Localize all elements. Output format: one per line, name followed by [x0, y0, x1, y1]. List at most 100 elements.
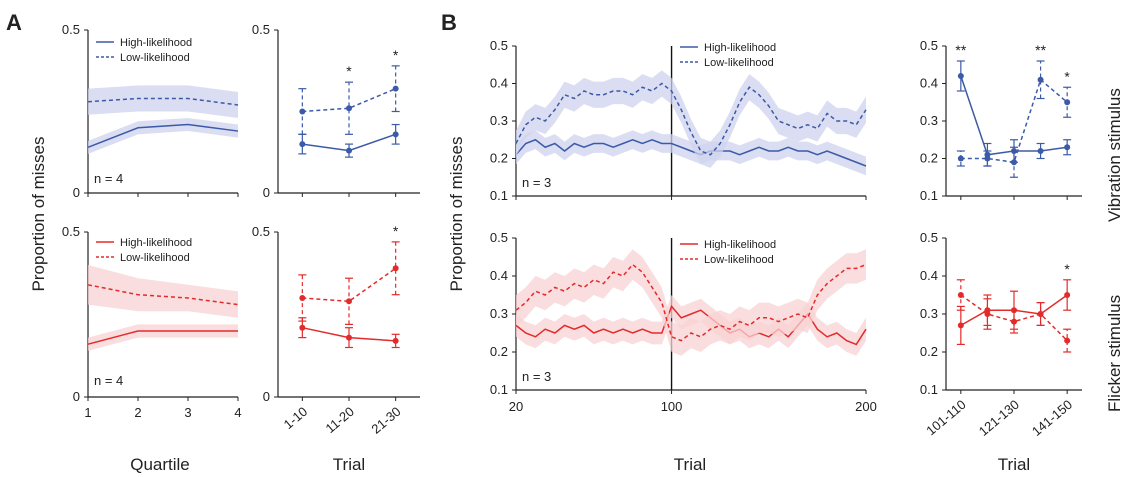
B-flk-after-ytick-label: 0.4 — [920, 268, 938, 283]
B-vib-trial-band-high — [516, 130, 866, 176]
A-vib-trial-line-low — [302, 87, 396, 113]
B-flk-after-point — [957, 322, 964, 329]
B-flk-after-point — [1011, 318, 1017, 325]
A-vib-trial-ytick-label: 0 — [263, 185, 270, 200]
charts-layer: 0 0.5 High-likelihood Low-likelihood n = 4 Pr… — [29, 22, 1082, 474]
B-flk-trial-ytick-label: 0.5 — [490, 230, 508, 245]
A-vib-trial-significance-star: * — [346, 63, 352, 79]
A-vib-trial-point — [346, 105, 352, 112]
B-flk-trial-xtick-label: 200 — [855, 399, 877, 414]
B-vib-after-point — [957, 73, 964, 79]
B-flk-trial-xtick-label: 100 — [661, 399, 683, 414]
A-flk-quartile-x-axis-title: Quartile — [130, 455, 190, 474]
B-vib-trial-line-high — [515, 138, 867, 167]
B-flk-after-ytick-label: 0.5 — [920, 230, 938, 245]
B-vib-after-ytick-label: 0.5 — [920, 38, 938, 53]
B-vib-after-line-low — [960, 78, 1068, 164]
A-flk-quartile-ytick-label: 0 — [73, 389, 80, 404]
B-vib-trial-ytick-label: 0.4 — [490, 76, 508, 91]
A-vib-quartile-ytick-label: 0.5 — [62, 22, 80, 37]
B-vib-trial-y-axis-title: Proportion of misses — [447, 137, 466, 292]
B-vib-after-ytick-label: 0.2 — [920, 151, 938, 166]
A-flk-trial-line-low — [302, 267, 397, 303]
B-vib-after-significance-star: * — [1064, 68, 1070, 84]
A-vib-trial-point — [299, 108, 306, 115]
B-vib-after-point — [1037, 76, 1044, 83]
B-flk-after-point — [984, 311, 991, 317]
side-title-flicker: Flicker stimulus — [1105, 295, 1124, 412]
B-flk-after-xtick-label: 141-150 — [1029, 397, 1075, 439]
B-vib-after-point — [1064, 144, 1071, 151]
B-flk-after-xtick-label: 121-130 — [976, 397, 1022, 439]
A-flk-quartile-xtick-label: 4 — [234, 405, 241, 420]
B-flk-trial-legend-label-high: High-likelihood — [704, 239, 776, 251]
A-vib-quartile-band-high — [88, 118, 238, 154]
panel-letter-a: A — [6, 10, 22, 35]
B-vib-after-significance-star: ** — [955, 42, 966, 58]
B-flk-trial-ytick-label: 0.2 — [490, 344, 508, 359]
B-vib-trial-line-low — [515, 82, 867, 156]
B-vib-after-point — [984, 155, 991, 162]
A-flk-quartile-n-label: n = 4 — [94, 373, 123, 388]
A-vib-quartile-band-low — [88, 85, 238, 119]
B-flk-trial-ytick-label: 0.1 — [490, 382, 508, 397]
B-flk-after-point — [1037, 311, 1044, 317]
A-flk-trial-ytick-label: 0.5 — [252, 224, 270, 239]
B-flk-after-significance-star: * — [1064, 261, 1070, 277]
B-flk-after-point — [1064, 337, 1071, 344]
B-vib-trial-ytick-label: 0.2 — [490, 151, 508, 166]
B-vib-after-ytick-label: 0.4 — [920, 76, 938, 91]
A-flk-trial-x-axis-title: Trial — [333, 455, 365, 474]
A-flk-quartile-xtick-label: 3 — [184, 405, 191, 420]
A-vib-quartile-legend-label-low: Low-likelihood — [120, 52, 190, 64]
A-vib-trial-significance-star: * — [393, 47, 399, 63]
B-vib-after-ytick-label: 0.1 — [920, 188, 938, 203]
B-vib-after-point — [957, 155, 964, 162]
A-flk-trial-xtick-label: 11-20 — [323, 404, 357, 436]
B-flk-after-ytick-label: 0.2 — [920, 344, 938, 359]
A-flk-trial-significance-star: * — [393, 223, 399, 239]
B-flk-after-point — [1064, 292, 1071, 298]
B-vib-trial-ytick-label: 0.1 — [490, 188, 508, 203]
A-flk-quartile-legend-label-low: Low-likelihood — [120, 252, 190, 264]
B-flk-trial-band-low — [516, 249, 866, 356]
A-vib-quartile-ytick-label: 0 — [73, 185, 80, 200]
B-vib-after-point — [1064, 99, 1071, 106]
B-vib-after-ytick-label: 0.3 — [920, 113, 938, 128]
A-flk-quartile-xtick-label: 1 — [84, 405, 91, 420]
B-vib-after-point — [1011, 159, 1017, 166]
A-flk-quartile-band-low — [88, 265, 238, 318]
A-flk-trial-point — [299, 324, 306, 331]
B-vib-after-point — [1037, 148, 1044, 154]
B-flk-trial-ytick-label: 0.4 — [490, 268, 508, 283]
A-vib-trial-point — [299, 141, 306, 148]
A-flk-trial-point — [299, 295, 306, 301]
side-title-vibration: Vibration stimulus — [1105, 88, 1124, 222]
A-vib-trial-ytick-label: 0.5 — [252, 22, 270, 37]
B-flk-after-x-axis-title: Trial — [998, 455, 1030, 474]
A-flk-trial-xtick-label: 21-30 — [368, 404, 403, 437]
B-flk-after-ytick-label: 0.3 — [920, 306, 938, 321]
A-vib-quartile-line-high — [87, 123, 239, 149]
B-vib-trial-ytick-label: 0.5 — [490, 38, 508, 53]
A-flk-trial-point — [392, 337, 399, 344]
B-flk-after-point — [957, 292, 964, 298]
B-vib-trial-n-label: n = 3 — [522, 175, 551, 190]
A-flk-quartile-line-low — [87, 284, 239, 306]
A-vib-trial-point — [392, 85, 399, 92]
B-flk-trial-line-low — [515, 263, 867, 342]
A-flk-trial-xtick-label: 1-10 — [281, 404, 311, 432]
B-flk-after-line-low — [960, 294, 1068, 342]
A-vib-trial-point — [346, 147, 352, 154]
B-flk-trial-legend-label-low: Low-likelihood — [704, 254, 774, 266]
B-flk-trial-x-axis-title: Trial — [674, 455, 706, 474]
A-flk-quartile-line-high — [87, 330, 238, 345]
A-flk-quartile-xtick-label: 2 — [134, 405, 141, 420]
B-flk-after-xtick-label: 101-110 — [923, 397, 968, 439]
A-flk-trial-point — [346, 334, 352, 341]
B-flk-after-ytick-label: 0.1 — [920, 382, 938, 397]
A-vib-quartile-y-axis-title: Proportion of misses — [29, 137, 48, 292]
B-flk-trial-ytick-label: 0.3 — [490, 306, 508, 321]
B-vib-trial-legend-label-low: Low-likelihood — [704, 57, 774, 69]
